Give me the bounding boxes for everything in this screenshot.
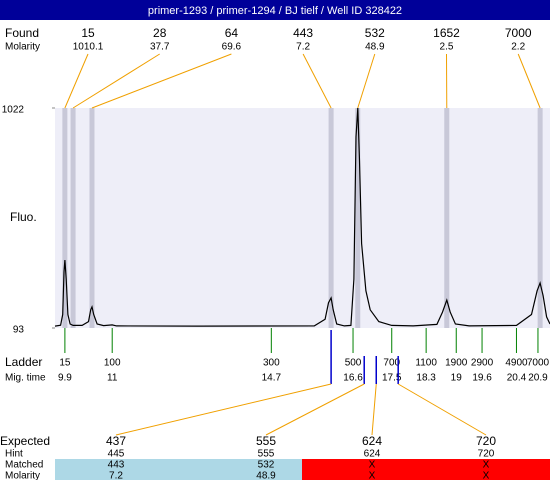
- ladder-size: 2900: [471, 358, 494, 369]
- peak-connector: [302, 53, 332, 109]
- found-size: 64: [225, 26, 239, 40]
- ladder-time: 11: [107, 373, 118, 384]
- matched-size: 443: [108, 460, 125, 471]
- y-tick-label: 93: [13, 325, 25, 336]
- ladder-size: 4900: [505, 358, 528, 369]
- ladder-time: 17.5: [382, 373, 402, 384]
- ladder-time: 9.9: [58, 373, 72, 384]
- molarity-row-label: Molarity: [5, 471, 40, 480]
- peak-band: [355, 108, 361, 328]
- ladder-time: 16.6: [343, 373, 363, 384]
- matched-molarity: 48.9: [256, 471, 276, 480]
- peak-band: [328, 108, 334, 328]
- expected-connector: [397, 383, 487, 436]
- matched-molarity: 7.2: [109, 471, 123, 480]
- expected-size: 437: [106, 434, 126, 448]
- found-label: Found: [5, 26, 39, 40]
- y-tick-label: 1022: [2, 105, 25, 116]
- hint-size: 555: [258, 449, 275, 460]
- ladder-time: 20.4: [507, 373, 527, 384]
- ladder-time: 19: [451, 373, 463, 384]
- y-axis-label: Fluo.: [10, 210, 37, 224]
- plot-area: [55, 108, 550, 328]
- ladder-size: 100: [104, 358, 121, 369]
- trace: [54, 107, 550, 327]
- found-molarity: 7.2: [296, 42, 310, 53]
- ladder-size: 500: [345, 358, 362, 369]
- found-molarity: 69.6: [222, 42, 242, 53]
- matched-molarity: X: [483, 471, 490, 480]
- mig-time-label: Mig. time: [5, 373, 46, 384]
- ladder-time: 14.7: [262, 373, 282, 384]
- hint-size: 624: [364, 449, 381, 460]
- expected-size: 624: [362, 434, 382, 448]
- found-size: 28: [153, 26, 167, 40]
- hint-label: Hint: [5, 449, 23, 460]
- found-size: 7000: [505, 26, 532, 40]
- peak-connector: [64, 53, 89, 109]
- peak-connector: [72, 53, 160, 109]
- peak-band: [444, 108, 450, 328]
- expected-connector: [265, 383, 365, 436]
- ladder-time: 20.9: [528, 373, 548, 384]
- peak-band: [62, 108, 68, 328]
- peak-connector: [517, 53, 541, 109]
- found-molarity: 37.7: [150, 42, 170, 53]
- ladder-size: 7000: [527, 358, 550, 369]
- hint-size: 720: [478, 449, 495, 460]
- found-molarity: 1010.1: [73, 42, 104, 53]
- peak-band: [70, 108, 76, 328]
- ladder-time: 19.6: [472, 373, 492, 384]
- matched-size: X: [483, 460, 490, 471]
- ladder-size: 300: [263, 358, 280, 369]
- title-bar: [0, 0, 550, 20]
- found-size: 443: [293, 26, 313, 40]
- matched-label: Matched: [5, 460, 43, 471]
- expected-connector: [115, 383, 332, 436]
- chart-title: primer-1293 / primer-1294 / BJ tielf / W…: [148, 5, 402, 17]
- matched-ok: [55, 459, 302, 480]
- expected-connector: [371, 383, 377, 436]
- found-size: 1652: [433, 26, 460, 40]
- expected-label: Expected: [0, 434, 50, 448]
- expected-size: 555: [256, 434, 276, 448]
- found-molarity: 48.9: [365, 42, 385, 53]
- ladder-time: 18.3: [416, 373, 436, 384]
- matched-molarity: X: [369, 471, 376, 480]
- peak-connector: [91, 53, 232, 109]
- found-size: 532: [365, 26, 385, 40]
- found-molarity: 2.2: [511, 42, 525, 53]
- found-molarity: 2.5: [440, 42, 454, 53]
- matched-fail: [302, 459, 550, 480]
- peak-connector: [357, 53, 376, 109]
- molarity-label: Molarity: [5, 42, 40, 53]
- ladder-size: 700: [383, 358, 400, 369]
- matched-size: 532: [258, 460, 275, 471]
- ladder-size: 15: [59, 358, 71, 369]
- found-size: 15: [81, 26, 95, 40]
- ladder-size: 1100: [415, 358, 437, 369]
- ladder-label: Ladder: [5, 355, 42, 369]
- ladder-size: 1900: [445, 358, 468, 369]
- expected-size: 720: [476, 434, 496, 448]
- peak-band: [537, 108, 543, 328]
- matched-size: X: [369, 460, 376, 471]
- peak-band: [89, 108, 95, 328]
- hint-size: 445: [108, 449, 125, 460]
